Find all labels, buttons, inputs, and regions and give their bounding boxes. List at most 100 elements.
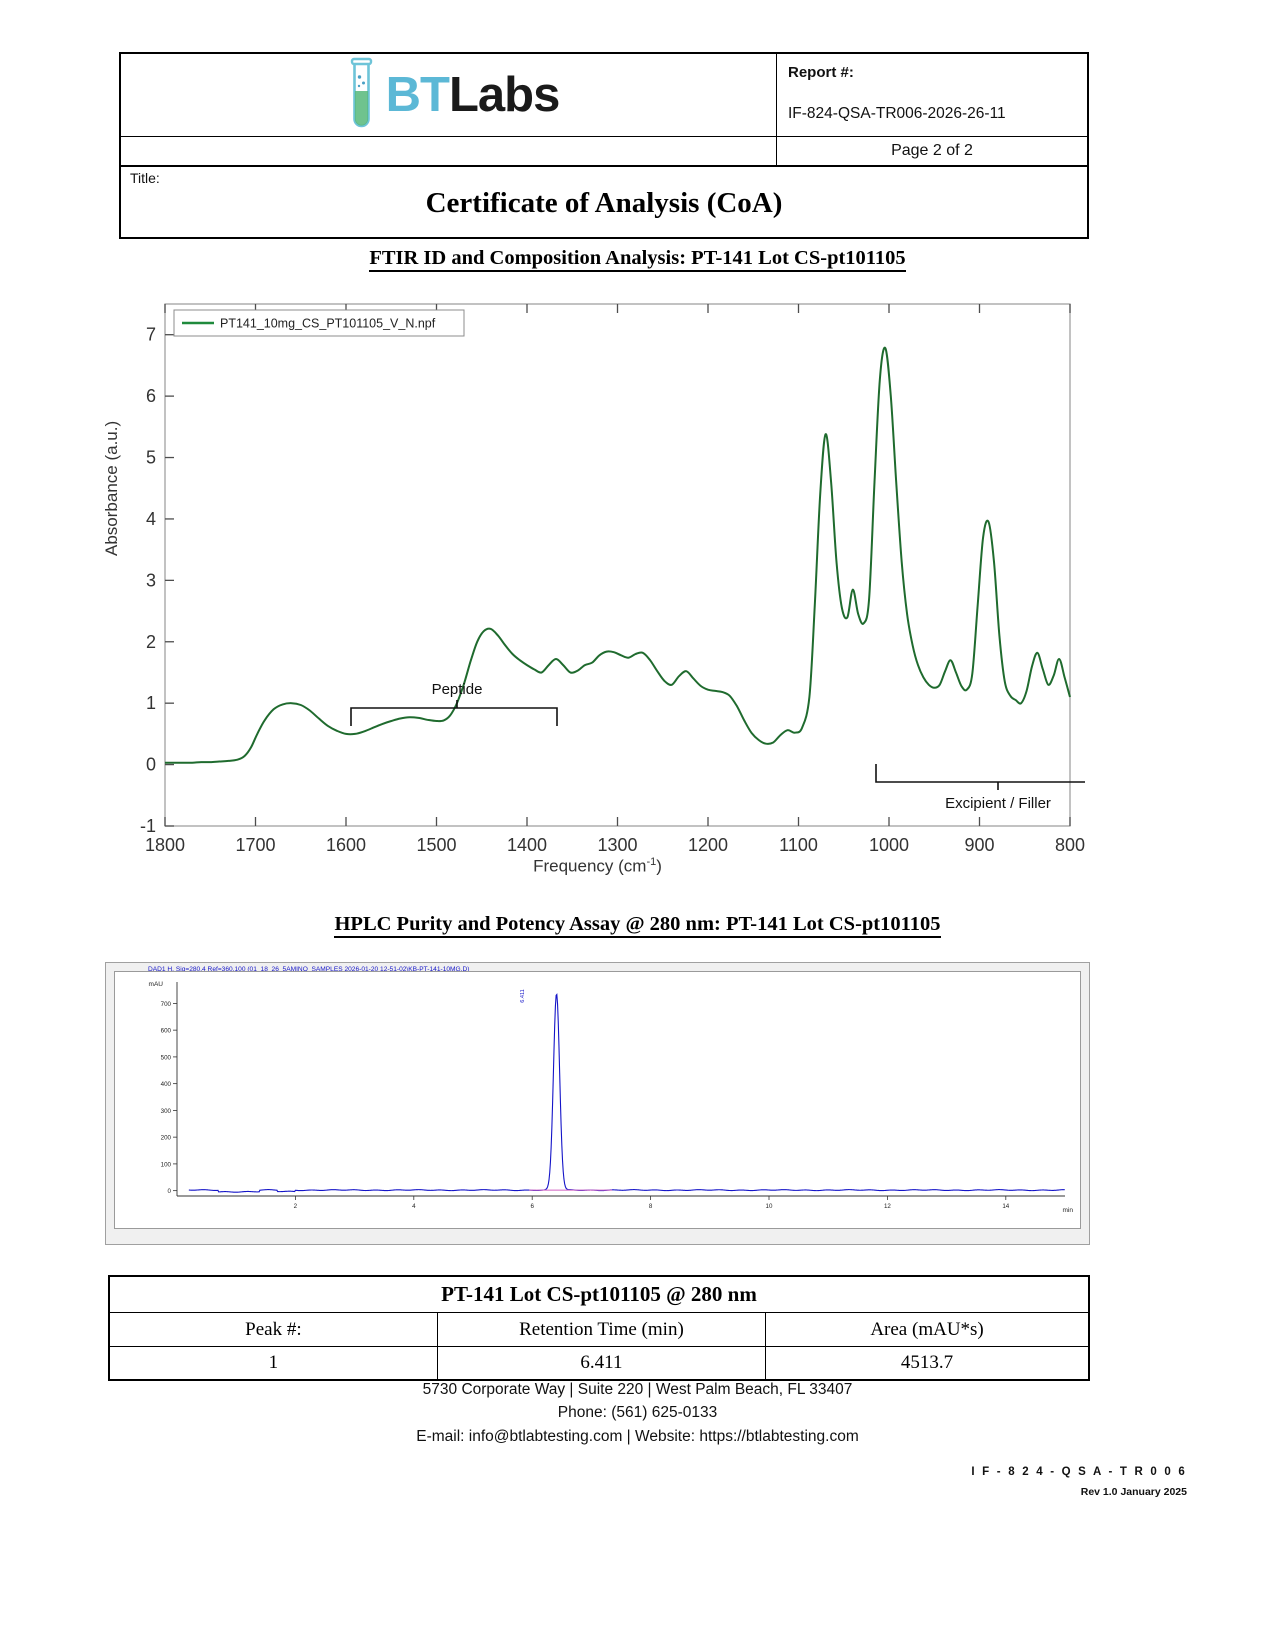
ftir-spectrum-curve: [165, 346, 1071, 764]
ftir-chart: Absorbance (a.u.) Frequency (cm-1) -1 0 1 2…: [102, 296, 1085, 896]
hplc-y-tick-labels: 0 100 200 300 400 500 600 700: [161, 1001, 172, 1195]
svg-text:1400: 1400: [507, 835, 547, 855]
ftir-x-ticks: [164, 304, 1071, 826]
hplc-x-ticks: [294, 1196, 1007, 1200]
ftir-legend: PT141_10mg_CS_PT101105_V_N.npf: [173, 309, 465, 337]
hplc-x-tick-labels: 2 4 6 8 10 12 14: [294, 1203, 1010, 1210]
footer-phone: Phone: (561) 625-0133: [557, 1404, 718, 1422]
logo-wordmark: BTLabs: [385, 67, 561, 122]
hplc-signal-caption: DAD1 H, Sig=280,4 Ref=360,100 (01_18_26_…: [148, 966, 470, 973]
svg-text:800: 800: [1055, 835, 1085, 855]
title-label: Title:: [130, 170, 160, 186]
svg-text:4: 4: [146, 509, 156, 529]
column-header-retention-time: Retention Time (min): [436, 1312, 767, 1347]
svg-text:2: 2: [294, 1203, 298, 1210]
peptide-annotation-label: Peptide: [432, 681, 483, 698]
page-title: Certificate of Analysis (CoA): [425, 187, 783, 219]
svg-text:1300: 1300: [597, 835, 637, 855]
svg-text:1600: 1600: [326, 835, 366, 855]
svg-text:5: 5: [146, 448, 156, 468]
hplc-peak-label: 6.411: [520, 989, 526, 1003]
svg-text:4: 4: [412, 1203, 416, 1210]
test-tube-icon: [350, 57, 372, 128]
svg-text:12: 12: [884, 1203, 891, 1210]
excipient-annotation: Excipient / Filler: [875, 764, 1085, 812]
ftir-y-tick-labels: -1 0 1 2 3 4 5 6 7: [140, 325, 156, 836]
table-row: 1 6.411 4513.7: [108, 1346, 1090, 1381]
svg-text:1: 1: [146, 693, 156, 713]
hplc-chromatogram: DAD1 H, Sig=280,4 Ref=360,100 (01_18_26_…: [105, 962, 1090, 1245]
header-top-row: BTLabs Report #: IF-824-QSA-TR006-2026-2…: [121, 54, 1087, 136]
btlabs-logo: BTLabs: [338, 57, 560, 133]
svg-text:600: 600: [161, 1028, 172, 1035]
footer-doc-code: I F - 8 2 4 - Q S A - T R 0 0 6: [971, 1466, 1187, 1478]
svg-text:14: 14: [1002, 1203, 1009, 1210]
svg-text:0: 0: [146, 755, 156, 775]
svg-text:0: 0: [168, 1188, 172, 1195]
svg-text:1100: 1100: [779, 835, 818, 855]
footer: 5730 Corporate Way | Suite 220 | West Pa…: [0, 1378, 1275, 1448]
ftir-x-tick-labels: 1800 1700 1600 1500 1400 1300 1200 1100 1000 900 8…: [145, 835, 1085, 855]
ftir-legend-label: PT141_10mg_CS_PT101105_V_N.npf: [220, 317, 436, 331]
ftir-section-title-text: FTIR ID and Composition Analysis: PT-141…: [369, 247, 906, 272]
results-title-row: PT-141 Lot CS-pt101105 @ 280 nm: [108, 1275, 1090, 1313]
svg-text:1200: 1200: [688, 835, 728, 855]
results-header-row: Peak #: Retention Time (min) Area (mAU*s…: [108, 1312, 1090, 1347]
ftir-x-axis-label-base: Frequency (cm: [533, 856, 647, 876]
report-label: Report #:: [788, 63, 854, 81]
svg-text:6: 6: [530, 1203, 534, 1210]
svg-text:900: 900: [964, 835, 994, 855]
svg-text:100: 100: [161, 1161, 172, 1168]
page-indicator: Page 2 of 2: [891, 142, 973, 159]
ftir-section-title: FTIR ID and Composition Analysis: PT-141…: [0, 247, 1275, 272]
results-title: PT-141 Lot CS-pt101105 @ 280 nm: [108, 1275, 1090, 1313]
svg-text:8: 8: [649, 1203, 653, 1210]
column-header-peak: Peak #:: [108, 1312, 438, 1347]
cell-retention-time: 6.411: [436, 1346, 767, 1381]
hplc-plot-area: 0 100 200 300 400 500 600 700 2 4 6 8 10 12 14 mAU mi…: [114, 971, 1081, 1229]
ftir-x-axis-label-sup: -1: [646, 856, 657, 868]
report-cell: Report #: IF-824-QSA-TR006-2026-26-11: [777, 54, 1087, 136]
hplc-section-title: HPLC Purity and Potency Assay @ 280 nm: …: [0, 913, 1275, 938]
peptide-annotation: Peptide: [350, 681, 558, 726]
logo-bt-text: BT: [385, 67, 450, 122]
svg-text:400: 400: [161, 1081, 172, 1088]
document-header-table: BTLabs Report #: IF-824-QSA-TR006-2026-2…: [119, 52, 1089, 239]
ftir-x-axis-label: Frequency (cm-1): [110, 856, 1085, 877]
svg-text:200: 200: [161, 1135, 172, 1142]
svg-text:1800: 1800: [145, 835, 185, 855]
cell-area: 4513.7: [765, 1346, 1090, 1381]
logo-cell: BTLabs: [121, 54, 777, 136]
header-title-row: Title: Certificate of Analysis (CoA): [121, 165, 1087, 237]
svg-text:500: 500: [161, 1054, 172, 1061]
header-page-row: Page 2 of 2: [121, 136, 1087, 165]
footer-contact: E-mail: info@btlabtesting.com | Website:…: [416, 1427, 859, 1445]
svg-text:700: 700: [161, 1001, 172, 1008]
results-table: PT-141 Lot CS-pt101105 @ 280 nm Peak #: …: [108, 1275, 1090, 1381]
hplc-x-axis-label: min: [1063, 1207, 1074, 1214]
hplc-trace: [188, 993, 1065, 1193]
svg-text:10: 10: [766, 1203, 773, 1210]
svg-text:300: 300: [161, 1108, 172, 1115]
hplc-y-ticks: [173, 1002, 177, 1192]
svg-text:3: 3: [146, 570, 156, 590]
column-header-area: Area (mAU*s): [765, 1312, 1090, 1347]
hplc-y-axis-label: mAU: [149, 981, 164, 988]
svg-text:7: 7: [146, 325, 156, 345]
excipient-annotation-label: Excipient / Filler: [945, 795, 1051, 812]
svg-text:2: 2: [146, 632, 156, 652]
footer-address: 5730 Corporate Way | Suite 220 | West Pa…: [422, 1381, 853, 1398]
report-number: IF-824-QSA-TR006-2026-26-11: [777, 90, 1087, 136]
footer-revision: Rev 1.0 January 2025: [1080, 1486, 1187, 1498]
svg-text:6: 6: [146, 386, 156, 406]
svg-text:-1: -1: [140, 816, 156, 836]
logo-labs-text: Labs: [448, 67, 560, 122]
ftir-y-ticks: [165, 334, 174, 827]
header-page-blank: [121, 137, 777, 165]
hplc-section-title-text: HPLC Purity and Potency Assay @ 280 nm: …: [334, 913, 941, 938]
svg-text:1700: 1700: [235, 835, 275, 855]
ftir-plot-frame: [164, 303, 1071, 827]
svg-text:1000: 1000: [869, 835, 909, 855]
